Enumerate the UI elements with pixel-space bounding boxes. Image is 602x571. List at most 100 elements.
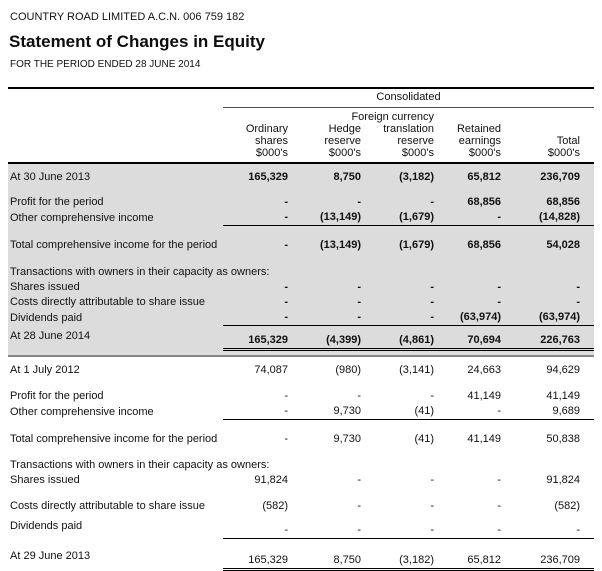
table-row: At 29 June 2013 165,329 8,750 (3,182) 65,812… [8, 546, 594, 571]
spacer-row [8, 488, 594, 499]
column-header-line: Foreign currency [351, 111, 434, 123]
row-label: Profit for the period [10, 196, 104, 208]
row-label: At 1 July 2012 [10, 364, 80, 376]
cell-value: - [369, 310, 442, 326]
table-row: Transactions with owners in their capaci… [8, 458, 594, 473]
spacer-row [8, 226, 594, 239]
column-header-line: earnings [458, 135, 501, 147]
cell-value: 68,856 [467, 196, 501, 208]
cell-value: - [284, 296, 288, 308]
cell-value: - [357, 296, 361, 308]
table-row: Other comprehensive income -9,730 (41) -9,6… [8, 404, 594, 420]
page-title: Statement of Changes in Equity [9, 32, 265, 51]
cell-value: (582) [554, 500, 580, 512]
cell-value: - [284, 390, 288, 402]
cell-value: 54,028 [546, 239, 580, 251]
cell-value: - [357, 281, 361, 293]
cell-value: - [497, 474, 501, 486]
cell-value: 8,750 [296, 546, 369, 571]
cell-value: - [223, 210, 296, 226]
empty-cell [223, 458, 594, 473]
cell-value: (63,974) [442, 310, 509, 326]
cell-value: 226,763 [509, 325, 594, 351]
cell-value: (1,679) [399, 239, 434, 251]
cell-value: - [357, 196, 361, 208]
column-header-line: Retained [456, 123, 501, 135]
column-header-line: shares [254, 135, 288, 147]
company-name: COUNTRY ROAD LIMITED A.C.N. 006 759 182 [10, 11, 245, 23]
row-label: Transactions with owners in their capaci… [10, 266, 270, 278]
column-header-line: Total [556, 135, 580, 147]
table-row: Dividends paid - - - - - [8, 516, 594, 539]
column-header-row: Ordinary shares $000's Hedge reserve $000's Fo… [8, 107, 594, 164]
spacer-row [8, 253, 594, 265]
cell-value: - [357, 500, 361, 512]
cell-value: (14,828) [509, 210, 594, 226]
row-label: Dividends paid [10, 311, 83, 324]
cell-value: - [430, 296, 434, 308]
cell-value: (3,141) [399, 364, 434, 376]
cell-value: (4,861) [369, 325, 442, 351]
cell-value: - [442, 404, 509, 420]
cell-value: 165,329 [248, 171, 288, 183]
cell-value: - [357, 474, 361, 486]
cell-value: 70,694 [442, 325, 509, 351]
spacer-cell [8, 420, 594, 433]
table-row: Shares issued 91,824 - - - 91,824 [8, 473, 594, 488]
spacer-row [8, 539, 594, 547]
cell-value: 74,087 [254, 364, 288, 376]
spacer-cell [8, 185, 594, 195]
row-label: Transactions with owners in their capaci… [10, 459, 270, 471]
cell-value: - [284, 433, 288, 445]
row-label: Total comprehensive income for the perio… [10, 239, 218, 251]
cell-value: 236,709 [540, 171, 580, 183]
cell-value: - [442, 516, 509, 539]
table-row: Transactions with owners in their capaci… [8, 265, 594, 280]
row-label: Shares issued [10, 474, 80, 486]
table-section-current-period: At 30 June 2013 165,329 8,750 (3,182) 65,812… [8, 163, 594, 356]
cell-value: 236,709 [509, 546, 594, 571]
cell-value: - [430, 500, 434, 512]
cell-value: - [497, 500, 501, 512]
table-row: Dividends paid - - - (63,974) (63,974) [8, 310, 594, 326]
cell-value: (13,149) [320, 239, 361, 251]
cell-value: 165,329 [223, 546, 296, 571]
row-label: At 29 June 2013 [10, 550, 91, 562]
cell-value: (980) [335, 364, 361, 376]
cell-value: (582) [262, 500, 288, 512]
cell-value: 65,812 [442, 546, 509, 571]
column-header-line: translation [383, 123, 434, 135]
cell-value: 9,730 [296, 404, 369, 420]
column-header-line: reserve [324, 135, 361, 147]
column-header-line: $000's [547, 147, 580, 159]
column-header-line: Ordinary [245, 123, 288, 135]
column-header-line: reserve [397, 135, 434, 147]
cell-value: - [430, 390, 434, 402]
column-header-line: $000's [401, 147, 434, 159]
cell-value: (41) [414, 433, 434, 445]
cell-value: 94,629 [546, 364, 580, 376]
cell-value: - [369, 516, 442, 539]
table-row: At 1 July 2012 74,087 (980) (3,141) 24,663 94… [8, 363, 594, 378]
table-row: Other comprehensive income - (13,149) (1,67… [8, 210, 594, 226]
empty-cell [223, 265, 594, 280]
cell-value: - [430, 281, 434, 293]
spacer-row [8, 447, 594, 458]
row-label: Dividends paid [10, 520, 83, 532]
cell-value: 8,750 [333, 171, 361, 183]
spacer-cell [8, 447, 594, 458]
cell-value: - [296, 516, 369, 539]
column-header-ordinary-shares: Ordinary shares $000's [223, 107, 296, 164]
spacer-cell [8, 488, 594, 499]
spacer-row [8, 356, 594, 363]
cell-value: - [357, 390, 361, 402]
cell-value: (3,182) [399, 171, 434, 183]
cell-value: (63,974) [509, 310, 594, 326]
row-label: Total comprehensive income for the perio… [10, 433, 218, 445]
row-label: Costs directly attributable to share iss… [10, 296, 206, 308]
table-row: Total comprehensive income for the perio… [8, 432, 594, 447]
cell-value: - [296, 310, 369, 326]
group-header-row: Consolidated [8, 87, 594, 108]
cell-value: - [223, 404, 296, 420]
